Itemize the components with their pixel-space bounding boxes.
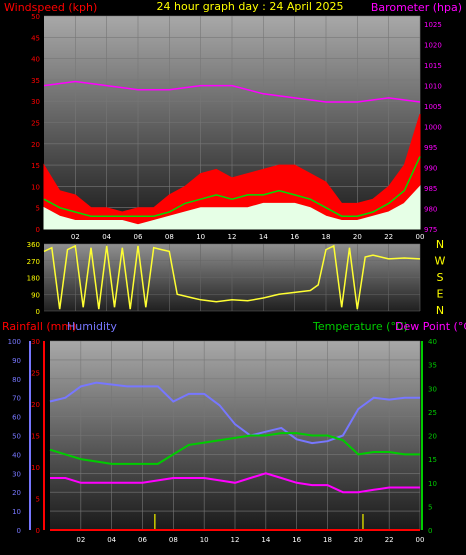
humidity-tick-label: 40 — [12, 451, 21, 459]
x-tick-label: 16 — [292, 536, 301, 544]
direction-tick-label: 90 — [31, 291, 40, 299]
humidity-tick-label: 80 — [12, 376, 21, 384]
direction-tick-label: 360 — [27, 241, 40, 249]
rain-tick-label: 15 — [31, 433, 40, 441]
x-tick-label: 12 — [228, 233, 237, 241]
baro-tick-label: 1010 — [424, 83, 442, 91]
temp-tick-label: 10 — [428, 480, 437, 488]
humidity-tick-label: 100 — [8, 338, 21, 346]
humidity-tick-label: 10 — [12, 508, 21, 516]
baro-tick-label: 1005 — [424, 103, 442, 111]
temp-tick-label: 5 — [428, 503, 432, 511]
wind-tick-label: 45 — [31, 34, 40, 42]
rain-tick-label: 10 — [31, 464, 40, 472]
wind-tick-label: 40 — [31, 56, 40, 64]
x-tick-label: 00 — [416, 536, 425, 544]
x-tick-label: 02 — [76, 536, 85, 544]
x-tick-label: 18 — [322, 233, 331, 241]
humidity-axis-label: Humidity — [67, 320, 117, 333]
humidity-tick-label: 20 — [12, 489, 21, 497]
x-tick-label: 20 — [353, 233, 362, 241]
series-area-1 — [43, 113, 421, 230]
x-tick-label: 14 — [259, 233, 268, 241]
chart-title: 24 hour graph day : 24 April 2025 — [157, 0, 344, 13]
series-line-humidity — [49, 381, 420, 445]
temp-tick-label: 30 — [428, 385, 437, 393]
temp-tick-label: 25 — [428, 409, 437, 417]
x-tick-label: 00 — [416, 233, 425, 241]
baro-tick-label: 975 — [424, 226, 437, 234]
x-tick-label: 04 — [102, 233, 111, 241]
compass-label: N — [436, 238, 444, 251]
baro-tick-label: 1015 — [424, 62, 442, 70]
wind-tick-label: 30 — [31, 98, 40, 106]
x-tick-label: 22 — [384, 233, 393, 241]
rain-tick-label: 20 — [31, 401, 40, 409]
x-tick-label: 10 — [196, 233, 205, 241]
humidity-tick-label: 70 — [12, 395, 21, 403]
baro-tick-label: 990 — [424, 165, 437, 173]
x-tick-label: 06 — [134, 233, 143, 241]
rain-tick-label: 5 — [36, 496, 40, 504]
humidity-tick-label: 30 — [12, 470, 21, 478]
humidity-tick-label: 50 — [12, 433, 21, 441]
wind-tick-label: 10 — [31, 183, 40, 191]
direction-tick-label: 270 — [27, 258, 40, 266]
baro-tick-label: 1020 — [424, 42, 442, 50]
x-tick-label: 20 — [354, 536, 363, 544]
baro-tick-label: 980 — [424, 206, 437, 214]
direction-tick-label: 0 — [36, 308, 40, 316]
series-line-dew-point — [50, 472, 420, 494]
rain-tick-label: 0 — [36, 527, 40, 535]
wind-tick-label: 25 — [31, 120, 40, 128]
direction-tick-label: 180 — [27, 275, 40, 283]
temp-tick-label: 0 — [428, 527, 432, 535]
wind-tick-label: 0 — [36, 226, 40, 234]
wind-tick-label: 20 — [31, 141, 40, 149]
wind-tick-label: 5 — [36, 205, 40, 213]
barometer-axis-label: Barometer (hpa) — [371, 1, 462, 14]
x-tick-label: 08 — [165, 233, 174, 241]
series-line-0 — [43, 80, 421, 103]
temp-tick-label: 15 — [428, 456, 437, 464]
temperature-axis-label: Temperature (°C) — [312, 320, 408, 333]
baro-tick-label: 985 — [424, 185, 437, 193]
compass-label: W — [435, 255, 446, 268]
humidity-tick-label: 90 — [12, 357, 21, 365]
series-area-3 — [43, 185, 421, 230]
humidity-tick-label: 0 — [17, 527, 21, 535]
x-tick-label: 02 — [71, 233, 80, 241]
x-tick-label: 10 — [200, 536, 209, 544]
x-tick-label: 06 — [138, 536, 147, 544]
wind-tick-label: 35 — [31, 77, 40, 85]
x-tick-label: 14 — [261, 536, 270, 544]
baro-tick-label: 995 — [424, 144, 437, 152]
temp-tick-label: 20 — [428, 433, 437, 441]
dewpoint-axis-label: Dew Point (°C) — [395, 320, 466, 333]
wind-tick-label: 50 — [31, 13, 40, 21]
direction-line-0 — [43, 244, 421, 310]
rainfall-axis-label: Rainfall (mm) — [2, 320, 76, 333]
x-tick-label: 16 — [290, 233, 299, 241]
wind-tick-label: 15 — [31, 162, 40, 170]
baro-tick-label: 1025 — [424, 21, 442, 29]
temp-tick-label: 35 — [428, 362, 437, 370]
compass-label: S — [437, 271, 444, 284]
rain-tick-label: 30 — [31, 338, 40, 346]
series-line-2 — [43, 156, 421, 217]
x-tick-label: 04 — [107, 536, 116, 544]
x-tick-label: 18 — [323, 536, 332, 544]
windspeed-axis-label: Windspeed (kph) — [4, 1, 97, 14]
baro-tick-label: 1000 — [424, 124, 442, 132]
x-tick-label: 12 — [231, 536, 240, 544]
x-tick-label: 08 — [169, 536, 178, 544]
compass-label: E — [437, 288, 444, 301]
humidity-tick-label: 60 — [12, 414, 21, 422]
compass-label: N — [436, 304, 444, 317]
temp-tick-label: 40 — [428, 338, 437, 346]
series-line-temperature — [49, 432, 420, 465]
rain-tick-label: 25 — [31, 370, 40, 378]
x-tick-label: 22 — [385, 536, 394, 544]
